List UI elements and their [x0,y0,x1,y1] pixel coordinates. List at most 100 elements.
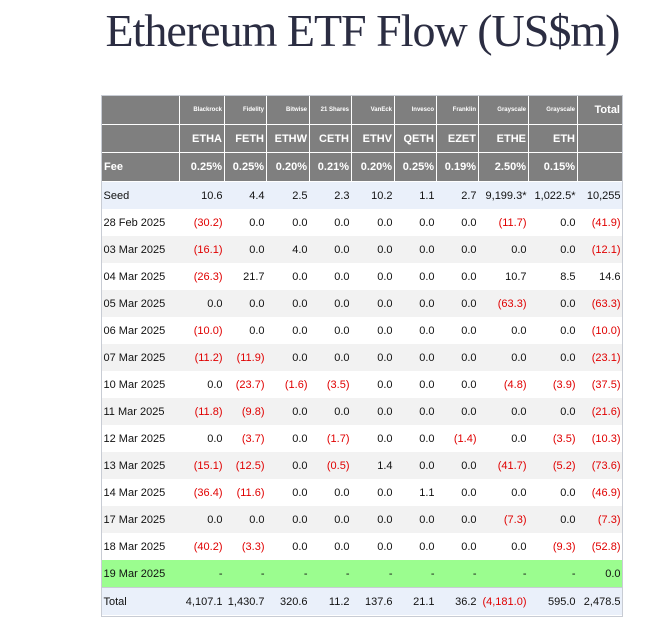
flow-value-cell: (3.7) [224,425,267,452]
table-row: 05 Mar 2025 0.0 0.0 0.0 0.0 0.0 0.0 0.0 (63.3) 0.… [101,290,623,317]
flow-value-cell: 4.0 [266,236,310,263]
flow-value-cell: 0.0 [179,425,225,452]
flow-value-cell: - [478,560,529,588]
flow-value-cell: 0.0 [436,533,479,560]
header-corner-cell [101,95,180,125]
flow-value-cell: 0.0 [478,344,529,371]
fee-cell: 0.15% [528,152,578,182]
flow-value-cell: (3.9) [528,371,578,398]
row-date-cell: 07 Mar 2025 [101,344,180,371]
fee-cell: 0.25% [224,152,267,182]
flow-value-cell: 0.0 [351,533,395,560]
flow-value-cell: 0.0 [528,344,578,371]
flow-value-cell: 0.0 [528,317,578,344]
flow-value-cell: (4.8) [478,371,529,398]
row-date-cell: 28 Feb 2025 [101,209,180,236]
flow-value-cell: (0.5) [309,452,352,479]
flow-value-cell: 0.0 [351,290,395,317]
flow-value-cell: 0.0 [179,290,225,317]
flow-value-cell: 0.0 [394,290,437,317]
flow-value-cell: 10.2 [351,181,395,209]
fee-cell: 0.20% [266,152,310,182]
flow-value-cell: 0.0 [436,209,479,236]
flow-value-cell: 0.0 [351,506,395,533]
flow-value-cell: 1.1 [394,181,437,209]
flow-value-cell: 0.0 [224,236,267,263]
flow-value-cell: 0.0 [309,479,352,506]
flow-value-cell: 0.0 [436,506,479,533]
flow-value-cell: 0.0 [436,236,479,263]
flow-value-cell: 0.0 [309,209,352,236]
flow-value-cell: 0.0 [266,317,310,344]
issuer-header-cell: Blackrock [179,95,225,125]
etf-flow-table: Blackrock Fidelity Bitwise 21 Shares Van… [101,95,623,615]
ticker-header-cell: QETH [394,124,437,153]
flow-value-cell: 0.0 [351,263,395,290]
flow-value-cell: 0.0 [351,236,395,263]
row-total-cell: (41.9) [577,209,623,236]
flow-value-cell: 0.0 [266,290,310,317]
issuer-header-cell: VanEck [351,95,395,125]
header-blank-cell [577,152,623,182]
table-row: 07 Mar 2025 (11.2) (11.9) 0.0 0.0 0.0 0.0 0.0 0.… [101,344,623,371]
ticker-header-cell: CETH [309,124,352,153]
flow-value-cell: (1.6) [266,371,310,398]
table-row: 03 Mar 2025 (16.1) 0.0 4.0 0.0 0.0 0.0 0.0 0.0 0.… [101,236,623,263]
flow-value-cell: 0.0 [436,479,479,506]
table-row: 04 Mar 2025 (26.3) 21.7 0.0 0.0 0.0 0.0 0.0 10.7… [101,263,623,290]
table-row: Seed 10.6 4.4 2.5 2.3 10.2 1.1 2.7 9,199.3* 1,022… [101,181,623,209]
flow-value-cell: 1,430.7 [224,587,267,615]
flow-value-cell: (11.6) [224,479,267,506]
row-date-cell: 14 Mar 2025 [101,479,180,506]
flow-value-cell: 0.0 [528,290,578,317]
table-row: 18 Mar 2025 (40.2) (3.3) 0.0 0.0 0.0 0.0 0.0 0.0… [101,533,623,560]
issuer-header-row: Blackrock Fidelity Bitwise 21 Shares Van… [101,95,623,125]
row-date-cell: 11 Mar 2025 [101,398,180,425]
flow-value-cell: - [351,560,395,588]
row-date-cell: 19 Mar 2025 [101,560,180,588]
flow-value-cell: - [394,560,437,588]
ticker-header-cell: ETHW [266,124,310,153]
flow-value-cell: 0.0 [309,236,352,263]
flow-value-cell: 0.0 [436,263,479,290]
fee-cell: 0.20% [351,152,395,182]
flow-value-cell: (1.7) [309,425,352,452]
flow-value-cell: 11.2 [309,587,352,615]
flow-value-cell: 0.0 [309,263,352,290]
flow-value-cell: 0.0 [436,452,479,479]
flow-value-cell: 0.0 [394,317,437,344]
flow-value-cell: (15.1) [179,452,225,479]
flow-value-cell: 320.6 [266,587,310,615]
row-total-cell: 2,478.5 [577,587,623,615]
fee-cell: 0.25% [179,152,225,182]
row-total-cell: (21.6) [577,398,623,425]
flow-value-cell: 0.0 [394,398,437,425]
flow-value-cell: 0.0 [394,533,437,560]
flow-value-cell: (1.4) [436,425,479,452]
page-title: Ethereum ETF Flow (US$m) [105,5,621,56]
flow-value-cell: 0.0 [309,506,352,533]
flow-value-cell: 0.0 [179,371,225,398]
flow-value-cell: 0.0 [309,317,352,344]
flow-value-cell: 0.0 [266,506,310,533]
fee-cell: 0.25% [394,152,437,182]
flow-value-cell: 0.0 [266,398,310,425]
flow-value-cell: (4,181.0) [478,587,529,615]
flow-value-cell: 0.0 [528,506,578,533]
flow-value-cell: 0.0 [351,425,395,452]
flow-value-cell: (3.3) [224,533,267,560]
row-date-cell: 13 Mar 2025 [101,452,180,479]
flow-value-cell: 21.1 [394,587,437,615]
flow-value-cell: 0.0 [436,371,479,398]
flow-value-cell: 9,199.3* [478,181,529,209]
flow-value-cell: (5.2) [528,452,578,479]
row-total-cell: (23.1) [577,344,623,371]
flow-value-cell: 0.0 [266,344,310,371]
row-total-cell: (10.3) [577,425,623,452]
flow-value-cell: (11.8) [179,398,225,425]
flow-value-cell: (3.5) [528,425,578,452]
flow-value-cell: (9.8) [224,398,267,425]
flow-value-cell: 0.0 [179,506,225,533]
row-date-cell: 12 Mar 2025 [101,425,180,452]
flow-value-cell: 0.0 [266,209,310,236]
